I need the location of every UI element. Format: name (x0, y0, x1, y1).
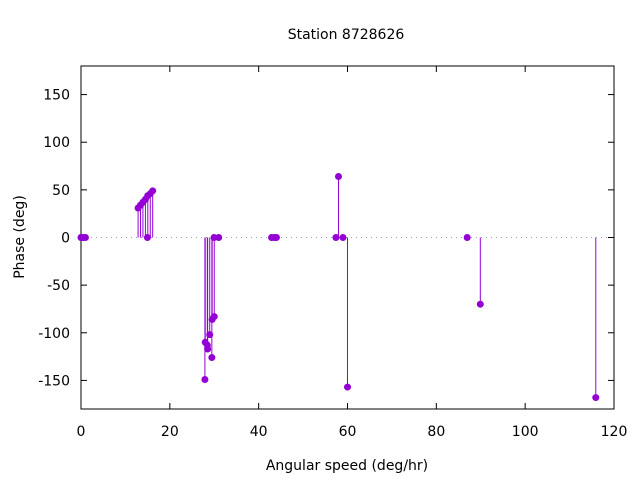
y-tick-label: -100 (38, 326, 70, 342)
data-point (204, 345, 212, 353)
data-point (81, 234, 89, 241)
data-point (592, 394, 600, 402)
chart-title: Station 8728626 (288, 27, 405, 43)
data-point (272, 234, 280, 241)
data-point (344, 383, 351, 391)
y-axis-label: Phase (deg) (12, 195, 28, 279)
data-point (208, 354, 216, 362)
y-tick-label: 50 (52, 183, 70, 199)
data-point (463, 234, 471, 241)
y-tick-label: 0 (61, 231, 70, 247)
x-tick-label: 80 (427, 424, 445, 440)
x-tick-label: 60 (339, 424, 357, 440)
data-point (149, 187, 157, 195)
data-point (215, 234, 223, 241)
data-point (476, 300, 484, 308)
x-tick-label: 40 (250, 424, 268, 440)
y-tick-label: -50 (47, 278, 70, 294)
x-tick-label: 20 (161, 424, 179, 440)
data-point (334, 173, 342, 181)
y-tick-label: 150 (43, 88, 70, 104)
data-point (339, 234, 347, 241)
y-tick-label: -150 (38, 373, 70, 389)
y-tick-label: 100 (43, 135, 70, 151)
x-tick-label: 120 (601, 424, 628, 440)
x-axis-label: Angular speed (deg/hr) (266, 458, 428, 474)
data-point (332, 234, 340, 241)
x-tick-label: 100 (512, 424, 539, 440)
data-point (210, 313, 218, 321)
data-point (201, 375, 209, 383)
x-tick-label: 0 (77, 424, 86, 440)
